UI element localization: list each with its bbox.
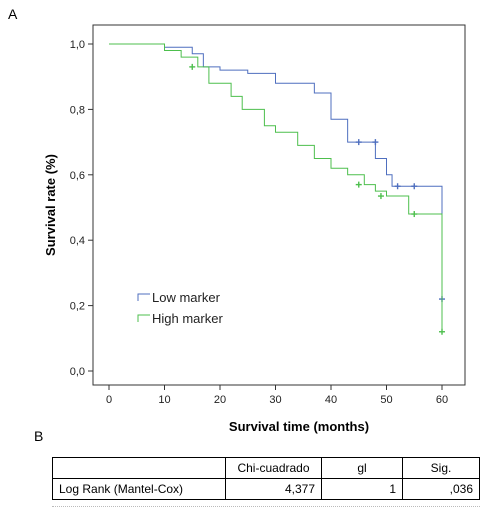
row-test-name: Log Rank (Mantel-Cox) [52,478,226,500]
censor-mark [411,211,418,218]
table-row: Log Rank (Mantel-Cox) 4,377 1 ,036 [52,478,480,500]
series-line-low-marker [109,43,443,300]
x-tick-label: 50 [380,394,392,406]
x-tick-label: 30 [269,394,281,406]
legend-label: High marker [152,311,223,326]
censor-mark [377,193,384,200]
x-tick-label: 20 [214,394,226,406]
censor-mark [411,183,418,190]
series-line-high-marker [109,43,443,332]
legend-label: Low marker [152,290,221,305]
censor-mark [394,183,401,190]
censor-mark [355,181,362,188]
table-header-row: Chi-cuadrado gl Sig. [52,457,480,479]
header-df: gl [321,457,403,479]
y-axis-title: Survival rate (%) [43,154,58,256]
panel-a-label: A [8,6,18,22]
censor-mark [189,63,196,70]
y-tick-label: 1,0 [70,39,85,51]
plot-frame [92,24,466,386]
legend: Low marker High marker [137,290,223,326]
censor-mark [355,139,362,146]
legend-swatch [137,293,150,301]
y-tick-label: 0,4 [70,235,85,247]
legend-swatch [137,314,150,322]
y-tick-label: 0,6 [70,170,85,182]
row-chi-square-value: 4,377 [225,478,322,500]
header-sig: Sig. [402,457,480,479]
panel-b-label: B [34,428,44,444]
x-tick-label: 0 [106,394,112,406]
x-tick-label: 60 [436,394,448,406]
censor-mark [439,328,445,335]
x-tick-label: 10 [158,394,170,406]
y-tick-label: 0,2 [70,301,85,313]
x-axis: 0 10 20 30 40 50 60 [106,385,448,406]
row-df-value: 1 [321,478,403,500]
y-tick-label: 0,8 [70,104,85,116]
y-tick-label: 0,0 [70,366,85,378]
header-chi-square: Chi-cuadrado [225,457,322,479]
kaplan-meier-chart: 0 10 20 30 40 50 60 0,0 0,2 0,4 0,6 0,8 1,0 Low mar… [43,24,466,434]
series-layer [109,43,445,335]
log-rank-table: Chi-cuadrado gl Sig. Log Rank (Mantel-Co… [52,457,480,500]
row-sig-value: ,036 [402,478,480,500]
x-axis-title: Survival time (months) [229,419,369,434]
x-tick-label: 40 [325,394,337,406]
censor-mark [372,139,379,146]
y-axis: 0,0 0,2 0,4 0,6 0,8 1,0 [70,39,93,378]
header-empty [52,457,226,479]
footnote-line [52,506,480,513]
